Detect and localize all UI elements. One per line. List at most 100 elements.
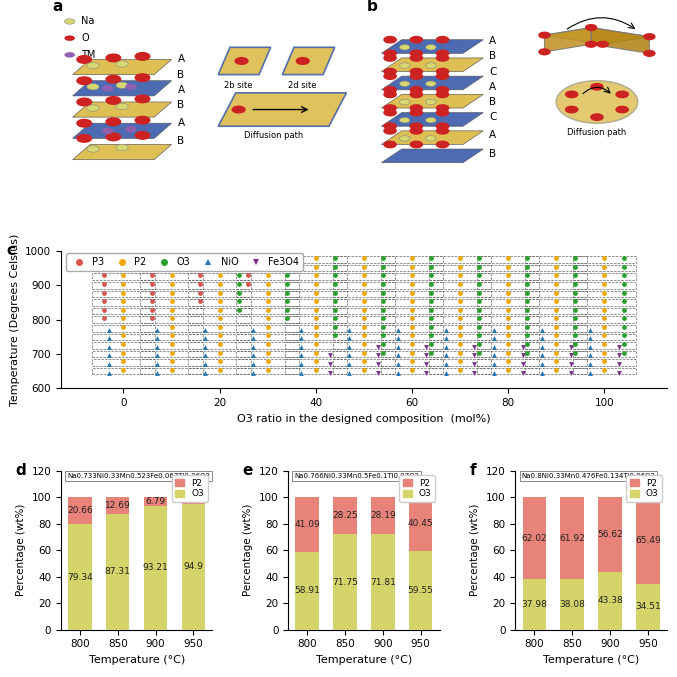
Point — [474, 296, 485, 307]
Circle shape — [437, 50, 449, 57]
Point — [599, 364, 610, 375]
Point — [262, 296, 273, 307]
Bar — [523, 497, 546, 580]
Legend: P3, P2, O3, NiO, Fe3O4: P3, P2, O3, NiO, Fe3O4 — [66, 253, 303, 271]
Point — [262, 356, 273, 367]
Polygon shape — [72, 60, 172, 74]
Circle shape — [539, 32, 550, 38]
Point — [599, 347, 610, 358]
Y-axis label: Temperature (Degrees Celsius): Temperature (Degrees Celsius) — [9, 234, 20, 406]
Point — [118, 296, 129, 307]
Point — [522, 347, 533, 358]
Point — [310, 338, 321, 349]
Point — [455, 356, 466, 367]
Bar — [523, 580, 546, 630]
Polygon shape — [381, 149, 483, 162]
Circle shape — [426, 100, 436, 105]
Point — [407, 338, 418, 349]
Point — [618, 338, 629, 349]
Point — [195, 287, 206, 298]
Text: 12.69: 12.69 — [105, 501, 131, 510]
Circle shape — [384, 141, 396, 148]
Point — [166, 278, 177, 289]
Circle shape — [106, 54, 121, 62]
Point — [613, 350, 624, 361]
Point — [469, 359, 480, 370]
Text: 65.49: 65.49 — [635, 536, 661, 545]
Bar — [106, 497, 129, 514]
Circle shape — [384, 128, 396, 134]
Circle shape — [410, 128, 422, 134]
Point — [262, 338, 273, 349]
Polygon shape — [381, 94, 483, 108]
Point — [618, 313, 629, 324]
Point — [378, 296, 389, 307]
Polygon shape — [381, 131, 483, 144]
Point — [474, 278, 485, 289]
Point — [166, 261, 177, 272]
Text: 56.62: 56.62 — [597, 530, 623, 539]
Circle shape — [235, 58, 248, 64]
Point — [440, 324, 451, 335]
Bar — [144, 506, 167, 630]
Point — [378, 304, 389, 315]
Point — [310, 364, 321, 375]
Point — [166, 287, 177, 298]
Circle shape — [384, 73, 396, 79]
Point — [599, 313, 610, 324]
Point — [214, 270, 225, 281]
Point — [99, 313, 110, 324]
Point — [166, 338, 177, 349]
Point — [104, 333, 114, 344]
Polygon shape — [72, 123, 172, 138]
Point — [618, 278, 629, 289]
Point — [243, 278, 254, 289]
Point — [248, 324, 259, 335]
Bar — [68, 497, 91, 525]
Bar — [409, 550, 433, 630]
Point — [214, 296, 225, 307]
Point — [330, 253, 341, 263]
Point — [584, 367, 595, 378]
Circle shape — [565, 91, 578, 97]
Point — [455, 347, 466, 358]
Point — [517, 367, 528, 378]
Point — [214, 304, 225, 315]
Bar — [295, 552, 319, 630]
Circle shape — [426, 45, 436, 50]
Circle shape — [106, 75, 121, 83]
Point — [359, 338, 370, 349]
Point — [118, 278, 129, 289]
Point — [214, 338, 225, 349]
Point — [152, 324, 162, 335]
Point — [359, 364, 370, 375]
Point — [166, 270, 177, 281]
Point — [195, 261, 206, 272]
Point — [503, 278, 514, 289]
Point — [421, 341, 432, 352]
Point — [551, 322, 562, 332]
Circle shape — [616, 91, 628, 97]
Point — [570, 287, 581, 298]
Point — [599, 304, 610, 315]
Point — [310, 347, 321, 358]
Text: c: c — [6, 243, 16, 258]
Circle shape — [103, 86, 112, 91]
Point — [426, 278, 437, 289]
Point — [474, 304, 485, 315]
Circle shape — [77, 56, 91, 63]
Text: a: a — [52, 0, 62, 14]
Point — [359, 261, 370, 272]
Point — [330, 261, 341, 272]
Point — [282, 313, 292, 324]
Text: 61.92: 61.92 — [559, 533, 585, 542]
Point — [310, 261, 321, 272]
Circle shape — [103, 128, 112, 133]
Point — [599, 270, 610, 281]
Point — [214, 364, 225, 375]
Point — [407, 364, 418, 375]
Point — [200, 341, 211, 352]
Point — [392, 367, 403, 378]
Text: Na0.8Ni0.33Mn0.476Fe0.134Ti0.06O2: Na0.8Ni0.33Mn0.476Fe0.134Ti0.06O2 — [521, 473, 655, 479]
Point — [536, 324, 547, 335]
